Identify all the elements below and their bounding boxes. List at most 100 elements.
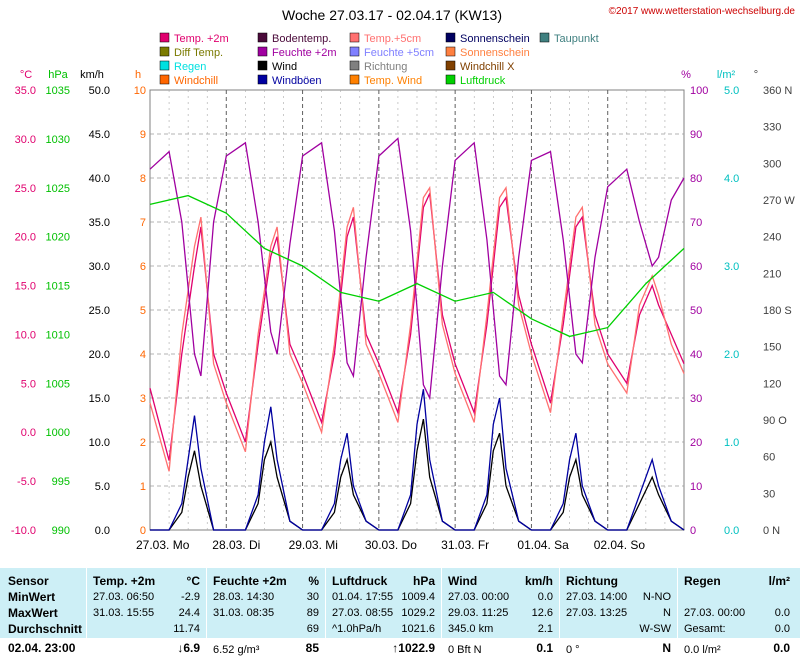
header-press-unit: hPa: [412, 574, 435, 588]
legend-swatch: [349, 32, 360, 43]
series-line-temp-2m: [149, 191, 685, 461]
legend-label: Taupunkt: [554, 33, 599, 45]
rain-tick-label: 2.0: [724, 349, 739, 361]
legend-swatch: [257, 74, 268, 85]
legend-label: Wind: [272, 61, 297, 73]
hum-max-time: 31.03. 08:35: [213, 607, 275, 619]
chart-title: Woche 27.03.17 - 02.04.17 (KW13): [282, 7, 502, 23]
col-temp: Temp. +2m °C 27.03. 06:50 -2.9 31.03. 15…: [87, 568, 207, 659]
row-label-now: 02.04. 23:00: [8, 641, 76, 655]
rain-total-label: Gesamt:: [684, 623, 726, 635]
legend-swatch: [349, 60, 360, 71]
direction-tick-label: 360 N: [763, 85, 792, 97]
temp-avg: 11.74: [173, 623, 200, 635]
weather-chart: 35.030.025.020.015.010.05.00.0-5.0-10.01…: [11, 6, 796, 552]
legend-swatch: [539, 32, 550, 43]
direction-tick-label: 330: [763, 122, 781, 134]
humidity-tick-label: 90: [690, 129, 702, 141]
wind-min-time: 27.03. 00:00: [448, 591, 510, 603]
row-label-min: MinWert: [8, 590, 56, 604]
temp-min: -2.9: [181, 591, 200, 603]
temp-tick-label: 0.0: [21, 427, 36, 439]
legend-swatch: [445, 60, 456, 71]
chart-axes: 35.030.025.020.015.010.05.00.0-5.0-10.01…: [11, 69, 795, 552]
header-rain-unit: l/m²: [768, 574, 790, 588]
header-wind-unit: km/h: [524, 574, 553, 588]
legend-swatch: [349, 46, 360, 57]
legend-swatch: [159, 46, 170, 57]
sun-tick-label: 7: [140, 217, 146, 229]
humidity-tick-label: 20: [690, 437, 702, 449]
copyright: ©2017 www.wetterstation-wechselburg.de: [609, 6, 796, 17]
direction-tick-label: 270 W: [763, 195, 795, 207]
press-max-time: 27.03. 08:55: [332, 607, 394, 619]
pressure-tick-label: 1000: [46, 427, 70, 439]
rain-tick-label: 3.0: [724, 261, 739, 273]
chart-series: [149, 137, 685, 531]
hum-min-time: 28.03. 14:30: [213, 591, 275, 603]
pressure-tick-label: 990: [52, 525, 70, 537]
header-temp: Temp. +2m: [93, 574, 156, 588]
pressure-tick-label: 995: [52, 476, 70, 488]
rain-tick-label: 0.0: [724, 525, 739, 537]
humidity-tick-label: 60: [690, 261, 702, 273]
col-wind: Wind km/h 27.03. 00:00 0.0 29.03. 11:25 …: [442, 568, 560, 659]
direction-tick-label: 150: [763, 342, 781, 354]
dir-max-time: 27.03. 13:25: [566, 607, 628, 619]
axis-unit-label: °C: [20, 69, 32, 81]
press-now: ↑1022.9: [392, 641, 435, 655]
rain-tick-label: 1.0: [724, 437, 739, 449]
direction-tick-label: 210: [763, 268, 781, 280]
legend-swatch: [159, 74, 170, 85]
legend-label: Temp.+5cm: [364, 33, 421, 45]
rain-now: 0.0: [773, 641, 790, 655]
temp-max: 24.4: [178, 607, 200, 619]
temp-max-time: 31.03. 15:55: [93, 607, 155, 619]
day-label: 27.03. Mo: [136, 538, 190, 552]
wind-tick-label: 20.0: [89, 349, 110, 361]
temp-tick-label: 35.0: [15, 85, 36, 97]
sun-tick-label: 8: [140, 173, 146, 185]
day-label: 31.03. Fr: [441, 538, 489, 552]
wind-avg: 2.1: [537, 623, 553, 635]
direction-tick-label: 120: [763, 378, 781, 390]
col-press: Luftdruck hPa 01.04. 17:55 1009.4 27.03.…: [326, 568, 442, 659]
dir-deg: 0 °: [566, 644, 580, 656]
legend: Temp. +2m Diff Temp. Regen Windchill Bodente…: [159, 32, 599, 87]
rain-max: 0.0: [774, 607, 790, 619]
header-hum-unit: %: [308, 574, 319, 588]
sun-tick-label: 10: [134, 85, 146, 97]
press-avg: 1021.6: [401, 623, 435, 635]
stats-table: Sensor MinWert MaxWert Durchschnitt 02.0…: [0, 568, 800, 659]
header-press: Luftdruck: [332, 574, 388, 588]
wind-tick-label: 30.0: [89, 261, 110, 273]
sun-tick-label: 6: [140, 261, 146, 273]
header-sensor: Sensor: [8, 574, 49, 588]
temp-tick-label: 30.0: [15, 134, 36, 146]
legend-label: Windchill X: [460, 61, 515, 73]
wind-tick-label: 50.0: [89, 85, 110, 97]
wind-tick-label: 5.0: [95, 481, 110, 493]
wind-tick-label: 35.0: [89, 217, 110, 229]
sun-tick-label: 3: [140, 393, 146, 405]
legend-label: Feuchte +5cm: [364, 47, 434, 59]
sun-tick-label: 2: [140, 437, 146, 449]
temp-tick-label: 15.0: [15, 281, 36, 293]
temp-tick-label: 25.0: [15, 183, 36, 195]
direction-tick-label: 60: [763, 452, 775, 464]
wind-min: 0.0: [537, 591, 553, 603]
wind-tick-label: 45.0: [89, 129, 110, 141]
row-label-avg: Durchschnitt: [8, 622, 83, 636]
direction-tick-label: 300: [763, 158, 781, 170]
wind-tick-label: 40.0: [89, 173, 110, 185]
col-dir: Richtung 27.03. 14:00 N-NO 27.03. 13:25 …: [560, 568, 678, 659]
humidity-tick-label: 30: [690, 393, 702, 405]
temp-tick-label: -10.0: [11, 525, 36, 537]
rain-tick-label: 5.0: [724, 85, 739, 97]
sun-tick-label: 9: [140, 129, 146, 141]
header-rain: Regen: [684, 574, 721, 588]
header-hum: Feuchte +2m: [213, 574, 287, 588]
press-min: 1009.4: [401, 591, 435, 603]
wind-now: 0.1: [536, 641, 553, 655]
legend-swatch: [445, 74, 456, 85]
